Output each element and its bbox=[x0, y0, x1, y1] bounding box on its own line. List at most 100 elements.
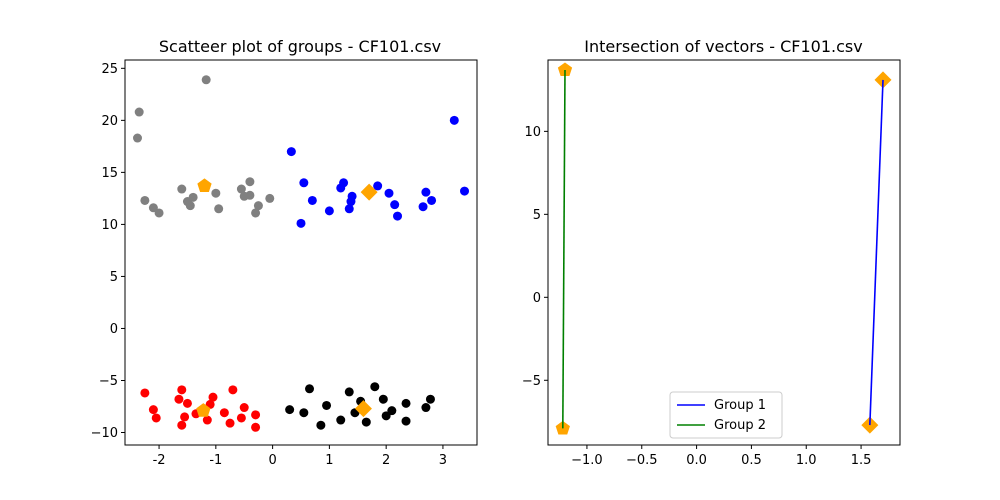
scatter-point bbox=[140, 388, 150, 398]
scatter-point bbox=[460, 186, 470, 196]
scatter-y-tick-label: 15 bbox=[101, 166, 118, 181]
scatter-point bbox=[228, 385, 238, 395]
scatter-point bbox=[251, 410, 261, 420]
scatter-point bbox=[251, 208, 261, 218]
scatter-point bbox=[339, 178, 349, 188]
scatter-point bbox=[245, 190, 255, 200]
scatter-point bbox=[299, 178, 309, 188]
scatter-point bbox=[361, 417, 371, 427]
vectors-x-tick-label: 0.5 bbox=[741, 453, 762, 468]
legend-box bbox=[669, 391, 783, 439]
scatter-y-tick-label: 0 bbox=[110, 322, 118, 337]
scatter-point bbox=[188, 192, 198, 202]
vectors-plot-area: −1.0 −0.5 0.0 0.5 1.0 1.5 −5 0 5 10 bbox=[522, 59, 901, 468]
scatter-point bbox=[286, 147, 296, 157]
vectors-vector-endpoint-marker bbox=[557, 62, 573, 77]
scatter-y-tick-label: 10 bbox=[101, 218, 118, 233]
scatter-centroid-marker bbox=[360, 183, 378, 201]
scatter-y-tick-label: 25 bbox=[101, 62, 118, 77]
scatter-point bbox=[378, 394, 388, 404]
legend-label-group-1: Group 1 bbox=[714, 398, 766, 413]
scatter-point bbox=[299, 408, 309, 418]
scatter-x-tick-label: -1 bbox=[209, 453, 222, 468]
scatter-point bbox=[324, 206, 334, 216]
scatter-point bbox=[211, 188, 221, 198]
scatter-point bbox=[236, 413, 246, 423]
vectors-x-tick-label: 1.5 bbox=[851, 453, 872, 468]
scatter-point bbox=[336, 415, 346, 425]
scatter-point bbox=[140, 195, 150, 205]
vectors-axes-frame bbox=[547, 59, 901, 446]
scatter-point bbox=[381, 411, 391, 421]
scatter-point bbox=[401, 416, 411, 426]
legend-label-group-2: Group 2 bbox=[714, 418, 766, 433]
scatter-point bbox=[177, 184, 187, 194]
scatter-point bbox=[347, 191, 357, 201]
scatter-point bbox=[134, 107, 144, 117]
scatter-point bbox=[305, 384, 315, 394]
scatter-point bbox=[418, 202, 428, 212]
scatter-point bbox=[148, 405, 158, 415]
legend: Group 1 Group 2 bbox=[669, 391, 783, 439]
scatter-point bbox=[177, 385, 187, 395]
scatter-x-tick-label: 3 bbox=[439, 453, 447, 468]
scatter-point bbox=[174, 394, 184, 404]
scatter-x-tick-label: -2 bbox=[153, 453, 166, 468]
vectors-y-tick-label: 0 bbox=[533, 291, 541, 306]
scatter-plot-title: Scatteer plot of groups - CF101.csv bbox=[159, 37, 441, 56]
scatter-point bbox=[251, 422, 261, 432]
scatter-y-tick-label: −10 bbox=[91, 426, 118, 441]
scatter-y-tick-label: −5 bbox=[99, 374, 118, 389]
scatter-point bbox=[393, 211, 403, 221]
scatter-point bbox=[214, 204, 224, 214]
scatter-point bbox=[370, 382, 380, 392]
scatter-point bbox=[421, 187, 431, 197]
scatter-x-tick-label: 2 bbox=[382, 453, 390, 468]
scatter-point bbox=[219, 408, 229, 418]
scatter-y-tick-label: 20 bbox=[101, 114, 118, 129]
scatter-point bbox=[151, 413, 161, 423]
scatter-point bbox=[307, 195, 317, 205]
scatter-point bbox=[239, 403, 249, 413]
scatter-point bbox=[154, 208, 164, 218]
scatter-point bbox=[449, 115, 459, 125]
scatter-point bbox=[236, 184, 246, 194]
scatter-point bbox=[384, 188, 394, 198]
scatter-point bbox=[344, 387, 354, 397]
scatter-centroid-marker bbox=[196, 403, 211, 417]
vectors-y-tick-label: 10 bbox=[524, 125, 541, 140]
vectors-y-tick-label: 5 bbox=[533, 208, 541, 223]
vectors-x-tick-label: 1.0 bbox=[796, 453, 817, 468]
scatter-point bbox=[316, 420, 326, 430]
scatter-point bbox=[427, 195, 437, 205]
scatter-point bbox=[387, 406, 397, 416]
scatter-point bbox=[253, 201, 263, 211]
scatter-x-tick-label: 1 bbox=[325, 453, 333, 468]
scatter-point bbox=[245, 177, 255, 187]
scatter-point bbox=[148, 203, 158, 213]
scatter-point bbox=[265, 193, 275, 203]
vectors-x-tick-label: 0.0 bbox=[686, 453, 707, 468]
vectors-series-line-group-1 bbox=[869, 79, 884, 426]
scatter-plot-panel: Scatteer plot of groups - CF101.csv -2 -1… bbox=[91, 37, 478, 468]
vectors-series-line-group-2 bbox=[562, 69, 566, 429]
scatter-point bbox=[202, 415, 212, 425]
scatter-point bbox=[177, 420, 187, 430]
scatter-point bbox=[322, 400, 332, 410]
scatter-point bbox=[421, 403, 431, 413]
scatter-centroid-marker bbox=[197, 178, 212, 192]
scatter-point bbox=[296, 218, 306, 228]
scatter-point bbox=[201, 75, 211, 85]
scatter-y-tick-label: 5 bbox=[110, 270, 118, 285]
scatter-plot-area: -2 -1 0 1 2 3 −10 −5 0 5 10 15 20 25 bbox=[91, 59, 478, 468]
scatter-point bbox=[425, 394, 435, 404]
vectors-plot-title: Intersection of vectors - CF101.csv bbox=[584, 37, 862, 56]
scatter-axes-frame bbox=[124, 59, 478, 446]
scatter-point bbox=[225, 418, 235, 428]
vectors-plot-panel: Intersection of vectors - CF101.csv −1.0… bbox=[522, 37, 901, 468]
scatter-point bbox=[390, 200, 400, 210]
scatter-point bbox=[182, 398, 192, 408]
scatter-point bbox=[344, 204, 354, 214]
